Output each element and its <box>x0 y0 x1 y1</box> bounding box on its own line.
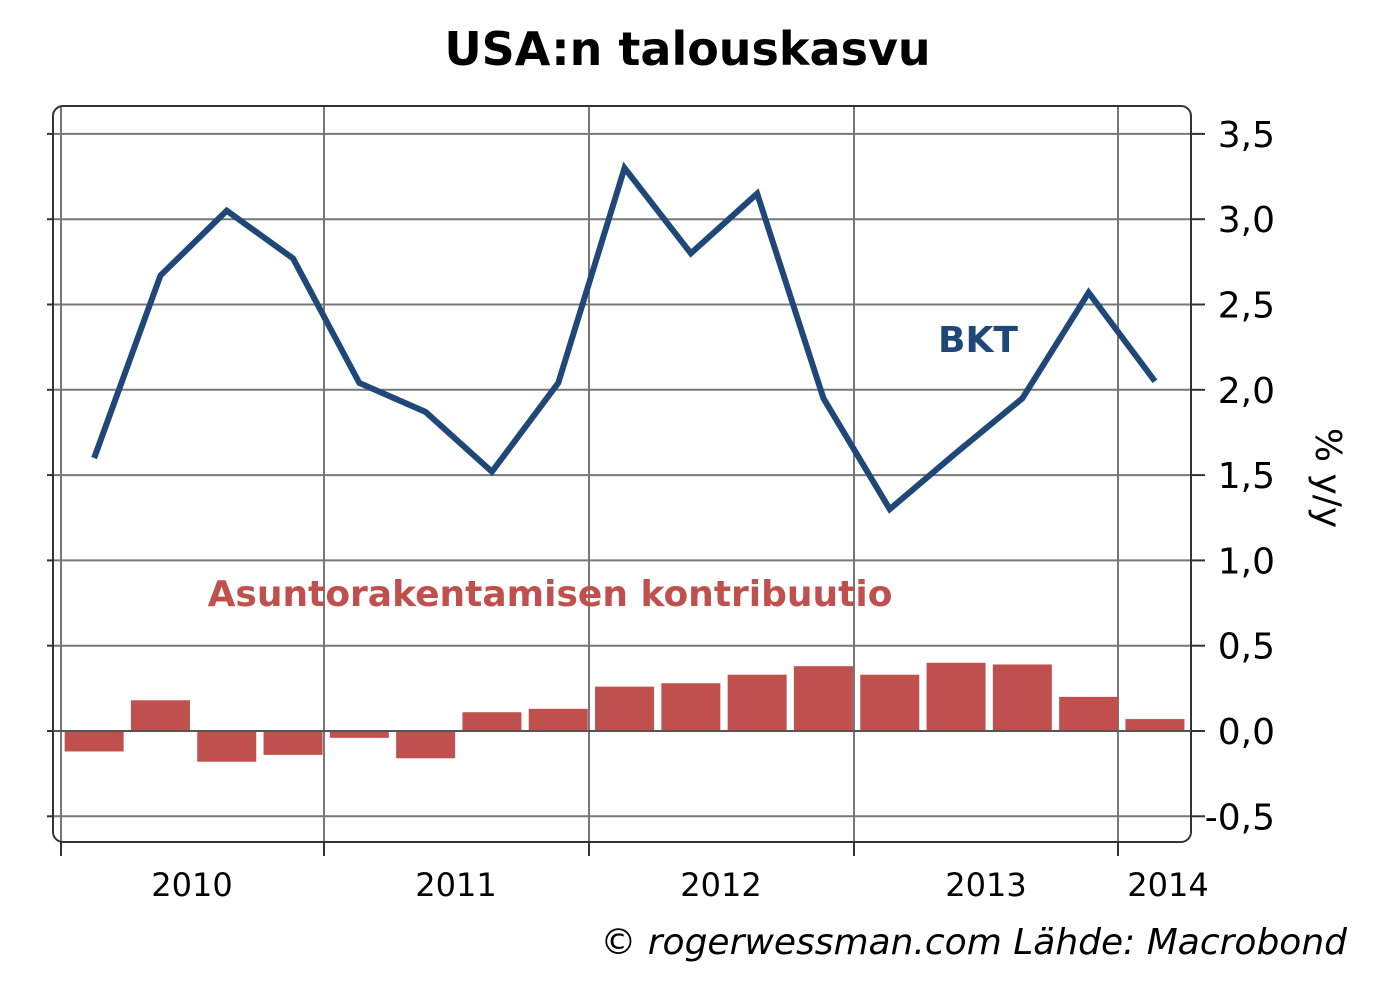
bar-housing <box>992 664 1052 731</box>
bar-housing <box>329 731 389 738</box>
y-tick-label: 2,5 <box>1218 286 1275 327</box>
bar-housing <box>926 662 986 731</box>
bar-housing <box>64 731 124 752</box>
x-tick-label: 2013 <box>945 866 1026 904</box>
bar-housing <box>1059 696 1119 731</box>
chart-title: USA:n talouskasvu <box>444 22 931 76</box>
bar-housing <box>860 674 920 731</box>
x-tick-label: 2012 <box>680 866 761 904</box>
y-tick-label: -0,5 <box>1205 797 1275 838</box>
source-note: © rogerwessman.com Lähde: Macrobond <box>600 922 1347 963</box>
bar-housing <box>528 708 588 731</box>
bar-housing <box>595 686 655 731</box>
series-label-bkt: BKT <box>938 320 1018 361</box>
y-tick-label: 3,0 <box>1218 200 1275 241</box>
bar-housing <box>1125 719 1185 731</box>
y-axis: 3,5 3,0 2,5 2,0 1,5 1,0 0,5 0,0 -0,5 <box>47 115 1275 838</box>
y-tick-label: 1,5 <box>1218 456 1275 497</box>
plot-frame <box>52 105 1192 843</box>
y-tick-label: 1,0 <box>1218 541 1275 582</box>
y-axis-label: % y/y <box>1307 428 1348 528</box>
bar-housing <box>396 731 456 759</box>
x-axis: 2010 2011 2012 2013 2014 <box>60 842 1209 904</box>
y-tick-label: 0,5 <box>1218 627 1275 668</box>
x-tick-label: 2014 <box>1127 866 1208 904</box>
gdp-line-group <box>91 161 1158 514</box>
housing-bars <box>64 662 1185 762</box>
y-tick-label: 3,5 <box>1218 115 1275 156</box>
y-tick-label: 2,0 <box>1218 371 1275 412</box>
bar-housing <box>661 683 721 731</box>
bar-housing <box>197 731 257 762</box>
x-tick-label: 2010 <box>151 866 232 904</box>
series-label-housing: Asuntorakentamisen kontribuutio <box>208 574 893 615</box>
bar-housing <box>130 700 190 731</box>
bar-housing <box>462 712 522 731</box>
x-tick-label: 2011 <box>415 866 496 904</box>
series-line-bkt <box>91 161 1158 514</box>
bar-housing <box>793 666 853 731</box>
bar-housing <box>263 731 323 755</box>
bar-housing <box>727 674 787 731</box>
y-tick-label: 0,0 <box>1218 712 1275 753</box>
